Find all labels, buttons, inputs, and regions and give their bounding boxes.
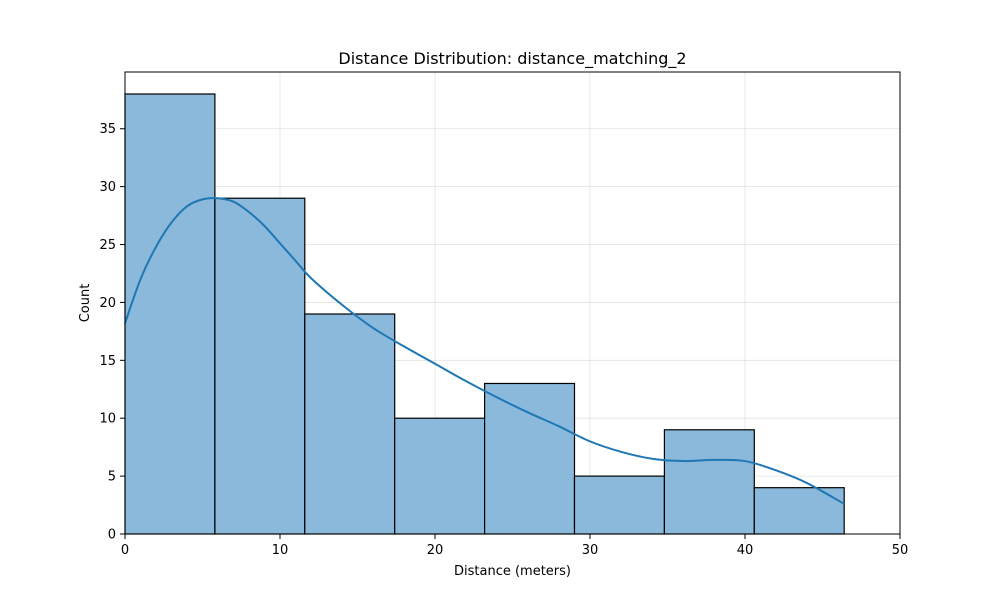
x-tick-label: 40	[737, 543, 754, 558]
y-axis-ticks: 0 5 10 15 20 25 30 35	[99, 122, 125, 543]
y-tick-label: 25	[99, 238, 116, 253]
x-tick-label: 20	[427, 543, 444, 558]
x-tick-label: 10	[272, 543, 289, 558]
chart-title: Distance Distribution: distance_matching…	[338, 49, 686, 69]
x-axis-ticks: 0 10 20 30 40 50	[121, 534, 908, 558]
histogram-bar	[394, 417, 486, 535]
histogram-bar	[753, 487, 845, 535]
kde-curve-group	[124, 197, 845, 505]
x-tick-label: 50	[892, 543, 909, 558]
histogram-bar	[573, 475, 666, 535]
y-tick-label: 0	[108, 528, 116, 543]
histogram-bar	[484, 382, 576, 535]
histogram-bar	[214, 197, 306, 535]
x-tick-label: 30	[582, 543, 599, 558]
y-axis-label: Count	[78, 284, 93, 323]
y-tick-label: 10	[99, 412, 116, 427]
y-tick-label: 5	[108, 470, 116, 485]
x-axis-label: Distance (meters)	[454, 564, 571, 579]
histogram-bar	[663, 429, 755, 535]
histogram-bars	[124, 93, 845, 535]
x-tick-label: 0	[121, 543, 129, 558]
plot-frame	[124, 71, 901, 535]
y-tick-label: 15	[99, 354, 116, 369]
histogram-bar	[124, 93, 216, 535]
y-tick-label: 30	[99, 180, 116, 195]
y-tick-label: 35	[99, 122, 116, 137]
kde-curve	[124, 197, 845, 505]
y-tick-label: 20	[99, 296, 116, 311]
histogram-bar	[304, 313, 396, 535]
